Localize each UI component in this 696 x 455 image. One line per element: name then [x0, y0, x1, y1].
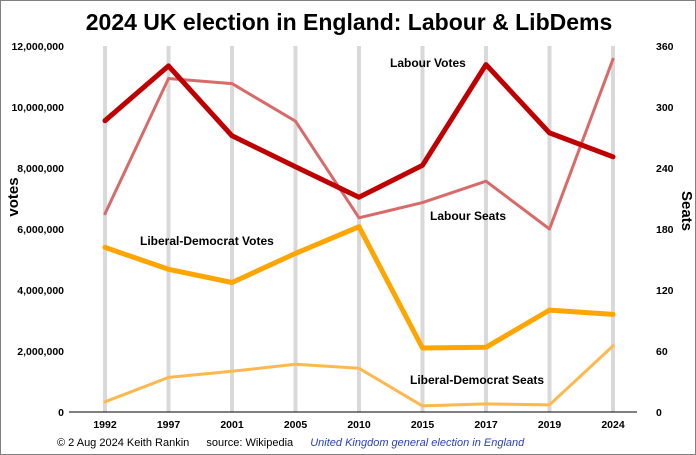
footer-source: source: Wikipedia — [206, 437, 294, 449]
y-tick-right: 0 — [656, 407, 662, 419]
y-tick-right: 60 — [656, 346, 668, 358]
series-line-liberal-democrat-seats — [103, 344, 615, 408]
y-axis-title-right: Seats — [678, 191, 695, 231]
x-tick: 2015 — [411, 419, 435, 431]
footer: © 2 Aug 2024 Keith Rankin source: Wikipe… — [57, 437, 524, 449]
x-tick: 1992 — [93, 419, 117, 431]
series-line-liberal-democrat-votes — [102, 224, 616, 351]
label-libdem-seats: Liberal-Democrat Seats — [410, 373, 544, 387]
y-tick-left: 4,000,000 — [17, 285, 64, 297]
y-tick-right: 120 — [656, 285, 674, 297]
label-libdem-votes: Liberal-Democrat Votes — [140, 234, 274, 248]
y-axis-right: 0 60 120 180 240 300 360 — [656, 41, 674, 419]
y-tick-right: 240 — [656, 163, 674, 175]
y-tick-right: 360 — [656, 41, 674, 53]
label-labour-votes: Labour Votes — [390, 56, 466, 70]
y-tick-right: 300 — [656, 102, 674, 114]
y-tick-left: 12,000,000 — [11, 41, 64, 53]
footer-link[interactable]: United Kingdom general election in Engla… — [310, 437, 525, 449]
series-line-labour-votes — [102, 62, 616, 200]
footer-credit: © 2 Aug 2024 Keith Rankin — [57, 437, 190, 449]
y-tick-right: 180 — [656, 224, 674, 236]
x-axis: 1992 1997 2001 2005 2010 2015 2017 2019 2024 — [93, 419, 625, 431]
x-tick: 2019 — [538, 419, 562, 431]
y-tick-left: 6,000,000 — [17, 224, 64, 236]
series-line-labour-seats — [103, 57, 615, 231]
chart-title: 2024 UK election in England: Labour & Li… — [86, 9, 613, 35]
x-tick: 2017 — [474, 419, 498, 431]
y-tick-left: 8,000,000 — [17, 163, 64, 175]
label-labour-seats: Labour Seats — [430, 209, 506, 223]
y-axis-title-left: votes — [5, 177, 22, 216]
x-tick: 2001 — [220, 419, 244, 431]
y-tick-left: 10,000,000 — [11, 102, 64, 114]
y-tick-left: 2,000,000 — [17, 346, 64, 358]
series-layer — [102, 57, 616, 408]
x-tick: 1997 — [157, 419, 181, 431]
x-tick: 2005 — [284, 419, 308, 431]
x-tick: 2024 — [601, 419, 625, 431]
x-tick: 2010 — [347, 419, 371, 431]
y-axis-left: 0 2,000,000 4,000,000 6,000,000 8,000,000 10,… — [11, 41, 64, 419]
y-tick-left: 0 — [58, 407, 64, 419]
